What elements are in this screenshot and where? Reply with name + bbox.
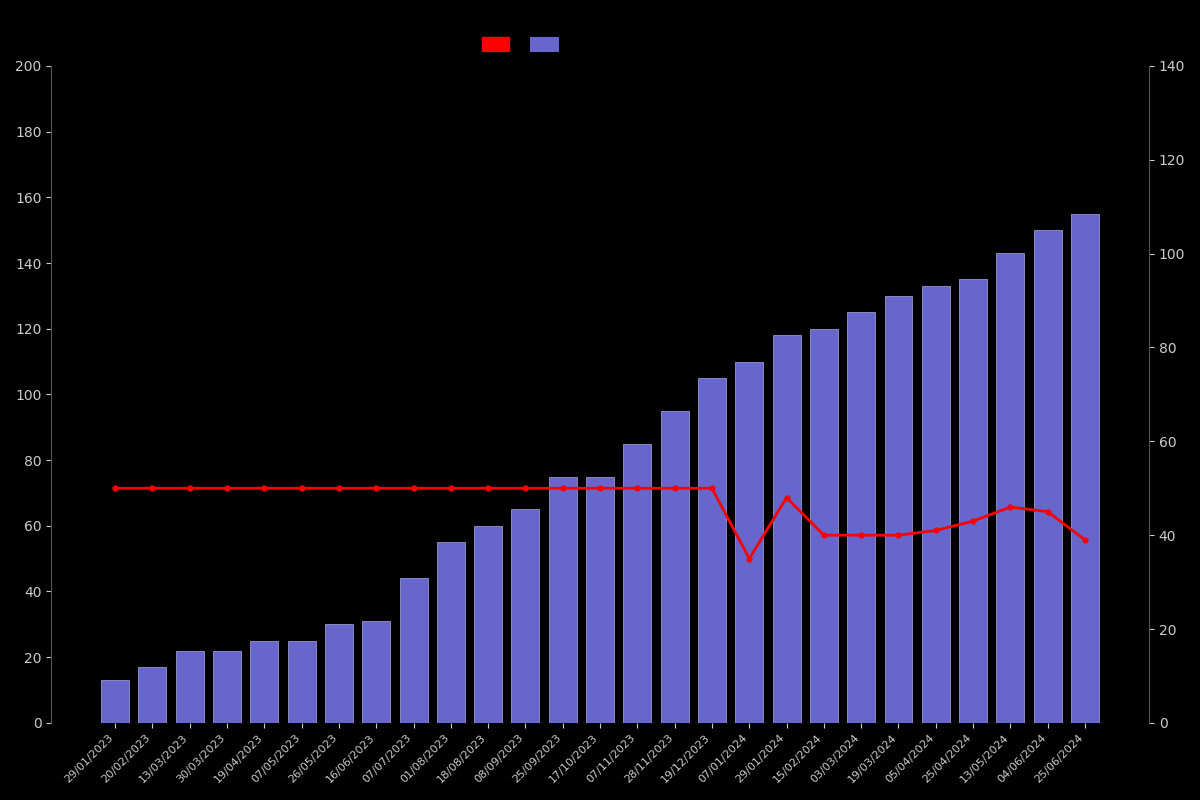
Bar bbox=[548, 477, 577, 723]
Bar bbox=[884, 296, 912, 723]
Bar bbox=[661, 411, 689, 723]
Bar bbox=[288, 641, 316, 723]
Bar bbox=[698, 378, 726, 723]
Bar bbox=[101, 680, 130, 723]
Bar bbox=[138, 667, 167, 723]
Legend: , : , bbox=[481, 37, 565, 51]
Bar bbox=[736, 362, 763, 723]
Bar bbox=[400, 578, 427, 723]
Bar bbox=[511, 510, 540, 723]
Bar bbox=[847, 312, 875, 723]
Bar bbox=[922, 286, 949, 723]
Bar bbox=[251, 641, 278, 723]
Bar bbox=[214, 650, 241, 723]
Bar bbox=[1072, 214, 1099, 723]
Bar bbox=[1033, 230, 1062, 723]
Bar bbox=[586, 477, 614, 723]
Bar bbox=[437, 542, 464, 723]
Bar bbox=[623, 444, 652, 723]
Bar bbox=[996, 253, 1025, 723]
Bar bbox=[362, 621, 390, 723]
Bar bbox=[773, 335, 800, 723]
Bar bbox=[325, 624, 353, 723]
Bar bbox=[959, 279, 988, 723]
Bar bbox=[810, 329, 838, 723]
Bar bbox=[175, 650, 204, 723]
Bar bbox=[474, 526, 502, 723]
